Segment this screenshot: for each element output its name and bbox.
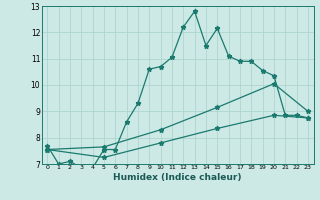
X-axis label: Humidex (Indice chaleur): Humidex (Indice chaleur) xyxy=(113,173,242,182)
